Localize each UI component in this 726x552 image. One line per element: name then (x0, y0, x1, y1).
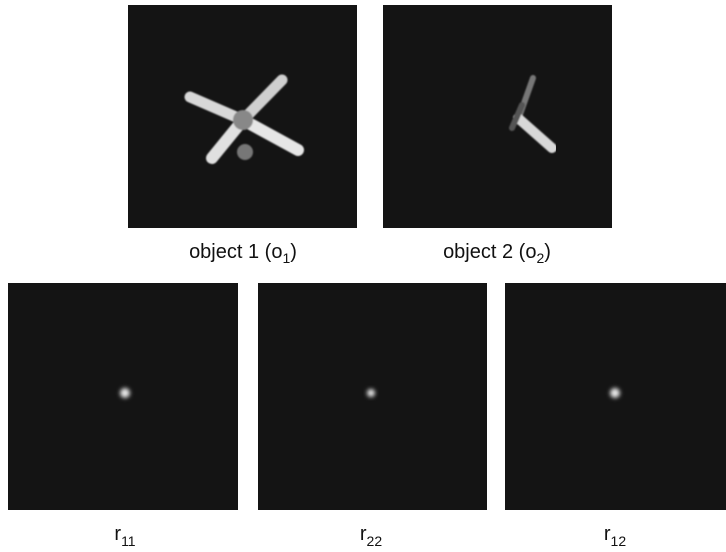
image-r22 (258, 283, 487, 510)
caption-text: ) (544, 241, 551, 263)
image-r12 (505, 283, 726, 510)
figure: object 1 (o1) object 2 (o2) r11 r22 r12 (0, 0, 726, 552)
page: object 1 (o1) object 2 (o2) r11 r22 r12 … (0, 0, 726, 552)
caption-subscript: 11 (121, 533, 136, 549)
image-r11 (8, 283, 238, 510)
caption: r22 (360, 523, 382, 549)
caption: object 1 (o1) (189, 241, 297, 266)
caption-subscript: 12 (611, 533, 627, 549)
caption: r11 (114, 523, 135, 549)
caption-subscript: 1 (282, 250, 290, 266)
caption-text: object 2 (o (443, 241, 536, 263)
caption-text: ) (290, 241, 297, 263)
caption: object 2 (o2) (443, 241, 551, 266)
caption-text: object 1 (o (189, 241, 282, 263)
image-object-2 (383, 5, 612, 228)
caption-subscript: 2 (536, 250, 544, 266)
caption-subscript: 22 (367, 533, 383, 549)
image-object-1 (128, 5, 357, 228)
caption: r12 (604, 523, 626, 549)
